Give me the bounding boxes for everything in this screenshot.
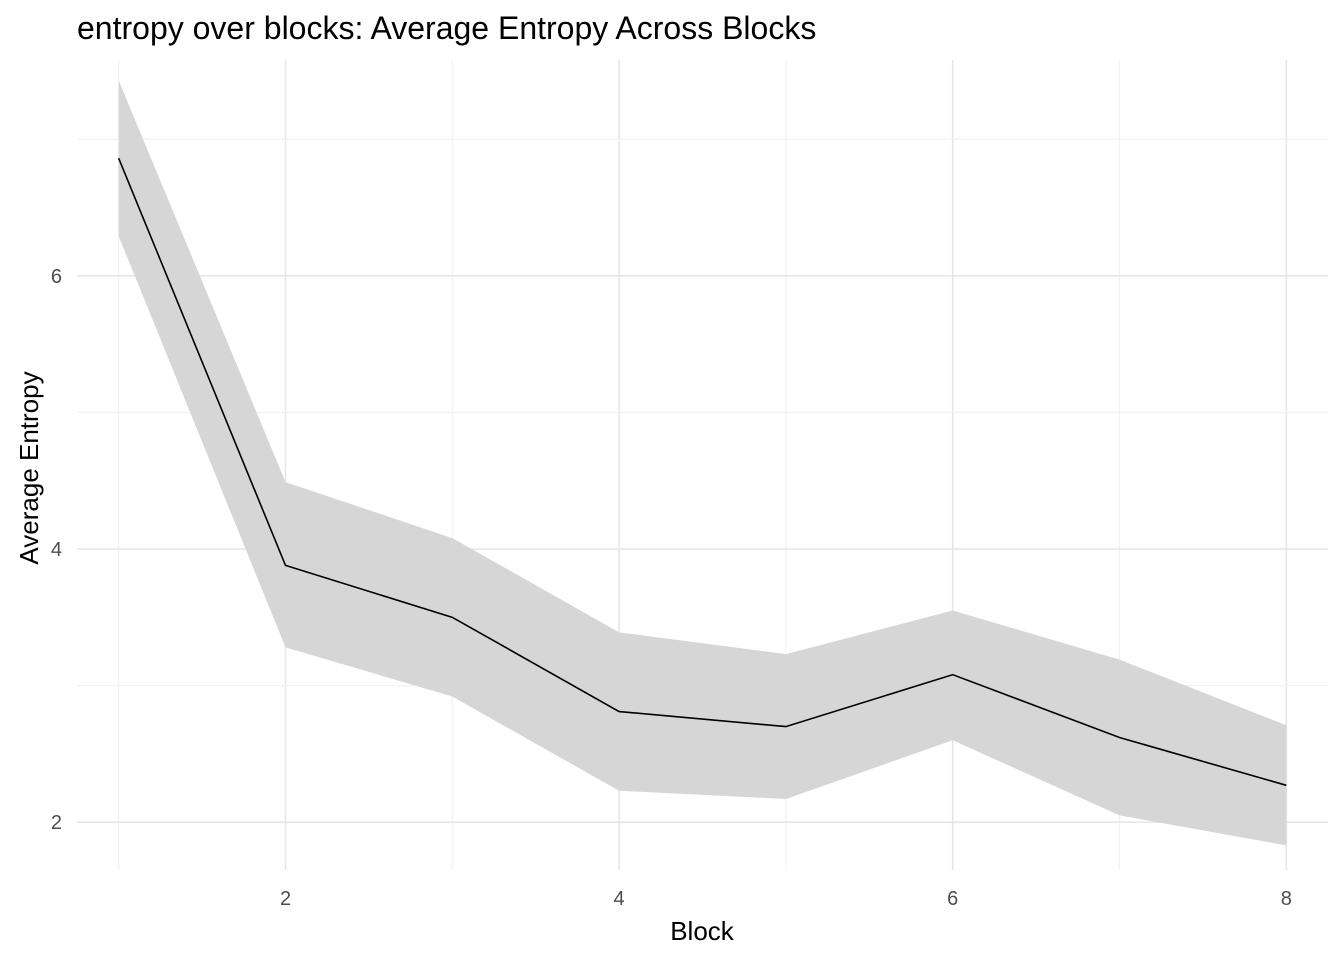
series-line (117, 158, 1287, 787)
y-tick-label: 6 (51, 266, 62, 288)
y-axis-title: Average Entropy (14, 371, 44, 564)
x-tick-label: 2 (280, 888, 291, 910)
y-tick-label: 4 (51, 539, 62, 561)
confidence-band (118, 80, 1287, 846)
chart-title: entropy over blocks: Average Entropy Acr… (77, 10, 817, 46)
grid-lines (77, 60, 1328, 870)
confidence-band-layer (118, 80, 1287, 846)
series-line-layer (117, 158, 1287, 787)
y-tick-label: 2 (51, 812, 62, 834)
x-tick-label: 4 (614, 888, 625, 910)
tick-labels: 2 4 6 8 2 4 6 (51, 266, 1292, 910)
x-tick-label: 8 (1281, 888, 1292, 910)
x-axis-title: Block (670, 916, 735, 946)
x-tick-label: 6 (947, 888, 958, 910)
